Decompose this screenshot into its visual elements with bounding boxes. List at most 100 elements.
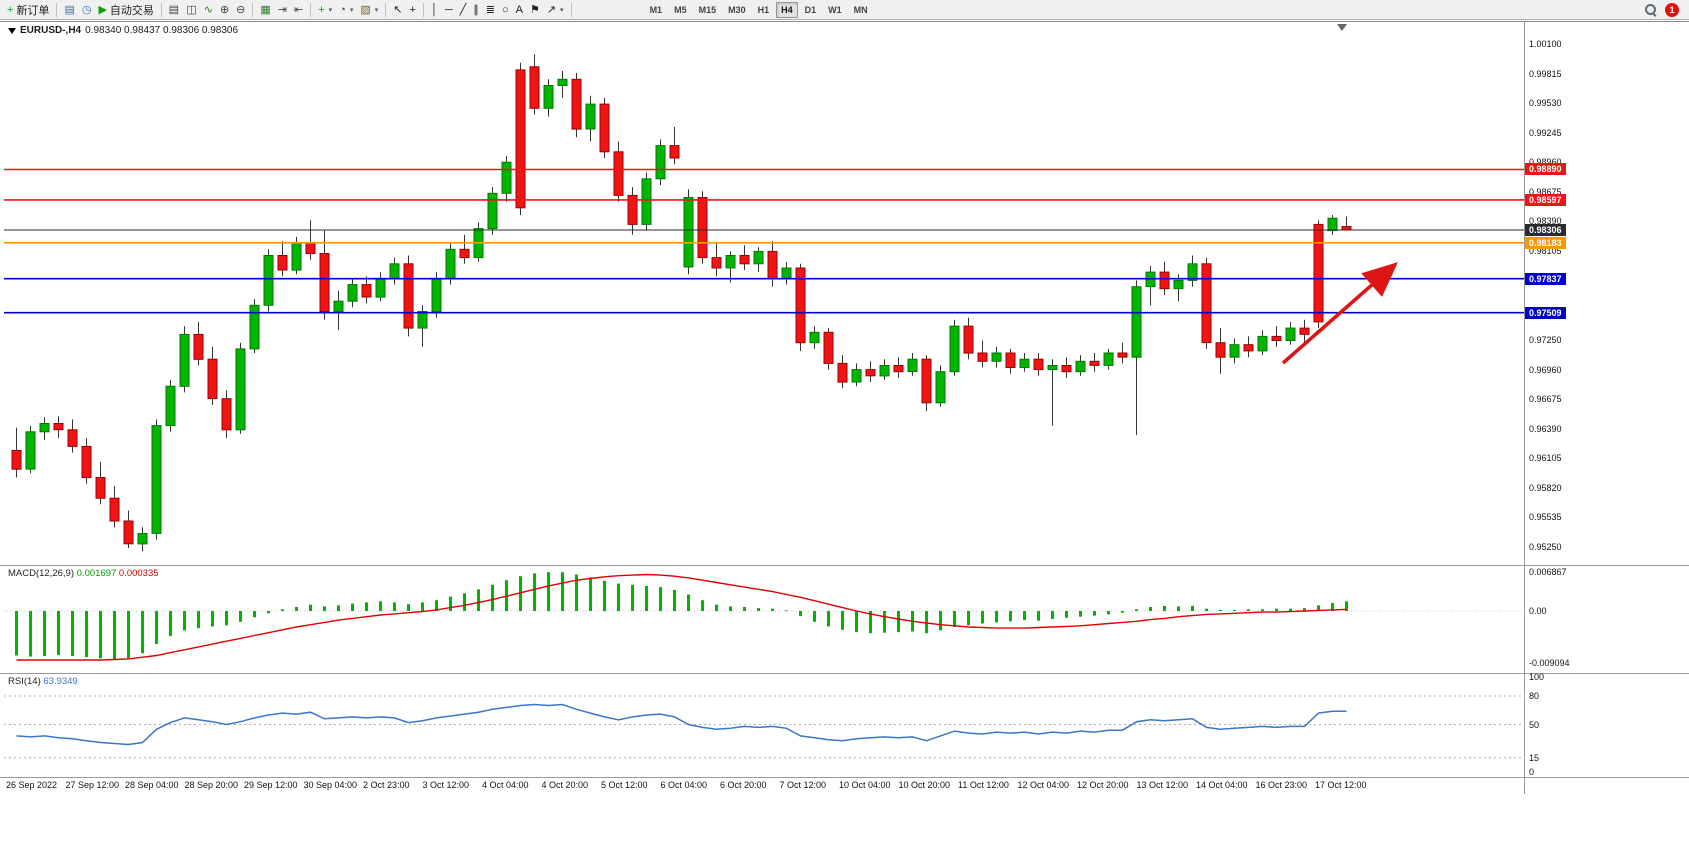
time-label: 3 Oct 12:00 <box>422 780 470 790</box>
time-label: 4 Oct 20:00 <box>541 780 589 790</box>
indicators-glyph: + <box>318 3 325 16</box>
candlestick-icon[interactable]: ◫ <box>183 1 199 18</box>
macd-panel-separator[interactable] <box>0 565 1689 566</box>
vertical-line-icon[interactable]: │ <box>428 1 441 18</box>
toolbar-separator <box>422 2 424 17</box>
rsi-axis-label: 100 <box>1529 672 1545 682</box>
indicators-button[interactable]: + ▾ <box>315 1 335 18</box>
tile-windows-icon[interactable]: ▦ <box>257 1 273 18</box>
label-icon: ⚑ <box>529 3 540 16</box>
auto-scroll-icon[interactable]: ⇥ <box>275 1 290 18</box>
macd-panel <box>4 572 1524 661</box>
chart-dropdown-icon[interactable] <box>8 27 16 34</box>
new-order-glyph: + <box>7 3 14 16</box>
toolbar-separator <box>385 2 387 17</box>
timeframe-m30[interactable]: M30 <box>728 4 746 15</box>
search-icon[interactable] <box>1644 3 1657 16</box>
history-icon[interactable]: ◷ <box>79 1 95 18</box>
timeframe-d1[interactable]: D1 <box>804 4 817 15</box>
time-label: 4 Oct 04:00 <box>482 780 529 790</box>
periods-button[interactable]: ◔ ▾ <box>336 1 356 18</box>
rsi-name: RSI(14) <box>8 676 41 687</box>
macd-axis-label: 0.006867 <box>1529 566 1567 577</box>
autotrading-button-label: 自动交易 <box>109 4 154 17</box>
price-tick: 0.99530 <box>1529 98 1562 109</box>
bar-chart-icon[interactable]: ▥ <box>166 1 182 18</box>
toolbar-buttons: + 新订单 ▤ ◷ ▶ 自动交易 ▥ ◫ ∿ ⊕ ⊖ ▦ ⇥ ⇤ + ▾ ◔ ▾ ▧ ▾ ↖ + │ ─ ╱ ∥ ≣ ○ A ⚑ ↗ ▾ <box>4 1 575 18</box>
price-tick: 1.00100 <box>1529 39 1562 49</box>
fibonacci-icon: ≣ <box>485 3 495 16</box>
fibonacci-icon[interactable]: ≣ <box>483 1 498 18</box>
time-label: 29 Sep 12:00 <box>244 780 298 790</box>
toolbar-separator <box>310 2 312 17</box>
toolbar-right: 1 <box>1644 2 1679 17</box>
zoom-out-icon[interactable]: ⊖ <box>233 1 248 18</box>
time-label: 11 Oct 12:00 <box>958 780 1009 790</box>
horizontal-line-icon[interactable]: ─ <box>442 1 456 18</box>
time-label: 27 Sep 12:00 <box>65 780 120 790</box>
crosshair-icon: + <box>409 3 416 16</box>
price-tick: 0.95535 <box>1529 512 1562 523</box>
rsi-panel-separator[interactable] <box>0 673 1689 674</box>
time-label: 28 Sep 04:00 <box>125 780 179 790</box>
rsi-panel <box>4 695 1524 759</box>
time-label: 10 Oct 20:00 <box>898 780 951 790</box>
rsi-title: RSI(14) 63.9349 <box>8 676 78 687</box>
shapes-icon[interactable]: ○ <box>499 1 512 18</box>
timeframe-m5[interactable]: M5 <box>674 4 687 15</box>
price-line-label: 0.97837 <box>1525 272 1566 285</box>
rsi-axis-label: 50 <box>1529 719 1540 730</box>
time-label: 16 Oct 23:00 <box>1255 780 1308 790</box>
notification-badge[interactable]: 1 <box>1665 2 1679 17</box>
equidistant-channel-icon[interactable]: ∥ <box>470 1 482 18</box>
time-label: 2 Oct 23:00 <box>363 780 410 790</box>
macd-title: MACD(12,26,9) 0.001697 0.000335 <box>8 568 159 579</box>
main-toolbar: + 新订单 ▤ ◷ ▶ 自动交易 ▥ ◫ ∿ ⊕ ⊖ ▦ ⇥ ⇤ + ▾ ◔ ▾ ▧ ▾ ↖ + │ ─ ╱ ∥ ≣ ○ A ⚑ ↗ ▾ M1… <box>0 0 1689 20</box>
trendline-icon[interactable]: ╱ <box>457 1 470 18</box>
timeframe-w1[interactable]: W1 <box>828 4 842 15</box>
timeframe-h4[interactable]: H4 <box>776 1 798 18</box>
arrows-icon[interactable]: ↗ ▾ <box>544 1 567 18</box>
templates-button[interactable]: ▧ ▾ <box>357 1 381 18</box>
time-label: 5 Oct 12:00 <box>601 780 648 790</box>
macd-main-value: 0.001697 <box>76 568 117 579</box>
rsi-axis-label: 15 <box>1529 752 1540 763</box>
time-label: 30 Sep 04:00 <box>303 780 358 790</box>
price-tick: 0.95820 <box>1529 482 1562 493</box>
history-icon: ◷ <box>81 3 92 16</box>
zoom-in-icon: ⊕ <box>219 3 230 16</box>
time-label: 6 Oct 20:00 <box>720 780 767 790</box>
cursor-icon[interactable]: ↖ <box>390 1 405 18</box>
chart-shift-icon[interactable]: ⇤ <box>291 1 306 18</box>
price-tick: 0.98960 <box>1529 157 1562 168</box>
line-chart-icon[interactable]: ∿ <box>201 1 216 18</box>
time-label: 14 Oct 04:00 <box>1196 780 1248 790</box>
price-tick: 0.98105 <box>1529 245 1562 256</box>
zoom-in-icon[interactable]: ⊕ <box>217 1 232 18</box>
price-tick: 0.98675 <box>1529 186 1562 197</box>
price-tick: 0.96105 <box>1529 453 1562 464</box>
candlestick-icon: ◫ <box>186 3 197 16</box>
bar-chart-icon: ▥ <box>168 4 181 15</box>
layers-icon[interactable]: ▤ <box>61 1 77 18</box>
current-price-label: 0.98306 <box>1525 224 1566 237</box>
layers-icon: ▤ <box>64 3 75 16</box>
timeframe-m1[interactable]: M1 <box>649 4 663 15</box>
autotrading-button[interactable]: ▶ 自动交易 <box>95 1 156 18</box>
equidistant-channel-icon: ∥ <box>473 3 479 16</box>
time-label: 13 Oct 12:00 <box>1136 780 1189 790</box>
time-label: 28 Sep 20:00 <box>184 780 239 790</box>
price-chart[interactable] <box>4 22 1524 563</box>
price-axis-separator <box>1524 21 1525 794</box>
time-label: 6 Oct 04:00 <box>660 780 708 790</box>
new-order-button[interactable]: + 新订单 <box>4 1 52 18</box>
timeframe-h1[interactable]: H1 <box>757 4 770 15</box>
label-icon[interactable]: ⚑ <box>527 1 543 18</box>
price-tick: 0.99815 <box>1529 68 1562 79</box>
ohlc-values: 0.98340 0.98437 0.98306 0.98306 <box>85 25 239 36</box>
timeframe-m15[interactable]: M15 <box>698 4 717 15</box>
macd-signal-value: 0.000335 <box>118 568 159 579</box>
timeframe-mn[interactable]: MN <box>853 4 868 15</box>
crosshair-icon[interactable]: + <box>407 1 419 18</box>
text-icon[interactable]: A <box>513 1 526 18</box>
